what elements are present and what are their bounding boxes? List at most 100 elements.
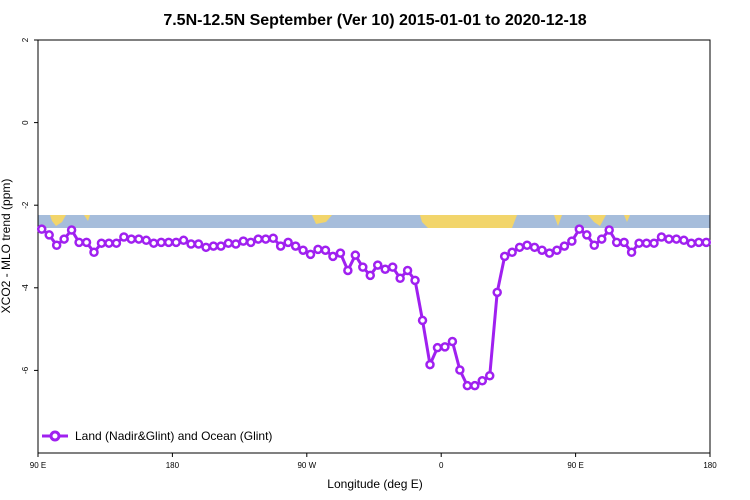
data-point (372, 260, 383, 270)
data-point (335, 248, 346, 258)
data-point (96, 238, 107, 248)
data-point (641, 238, 652, 248)
data-point (507, 247, 517, 258)
data-point (447, 336, 458, 347)
data-point (559, 241, 570, 251)
data-point (186, 239, 196, 249)
data-point (238, 236, 249, 246)
data-point (320, 245, 331, 255)
x-tick-label: 180 (166, 461, 180, 470)
data-point (671, 234, 682, 244)
data-point (216, 241, 226, 251)
x-tick-label: 180 (703, 461, 717, 470)
data-point (171, 237, 181, 248)
data-point (626, 247, 637, 258)
data-point (156, 237, 166, 248)
data-point (148, 238, 159, 248)
data-point (36, 224, 47, 234)
data-point (522, 240, 532, 251)
plot-frame (37, 39, 711, 454)
data-point (455, 365, 465, 375)
y-tick-label: 2 (21, 37, 30, 42)
data-point (253, 234, 264, 244)
legend-marker (49, 430, 61, 442)
data-point (305, 249, 316, 260)
data-point (649, 238, 659, 248)
data-point (358, 262, 368, 272)
data-point (499, 251, 510, 262)
land (312, 215, 332, 224)
land (420, 215, 517, 228)
data-point (178, 235, 189, 246)
data-point (193, 239, 204, 249)
y-tick-label: -6 (21, 366, 30, 374)
data-point (686, 238, 697, 248)
data-point (425, 359, 435, 370)
data-point (208, 241, 219, 251)
data-point (163, 237, 174, 248)
data-point (582, 230, 592, 240)
data-point (574, 224, 585, 234)
data-point (544, 248, 555, 258)
series-line (40, 226, 707, 388)
data-point (268, 233, 278, 243)
data-point (51, 240, 62, 251)
data-point (44, 230, 54, 240)
data-point (283, 237, 293, 248)
data-point (260, 234, 271, 244)
data-point (81, 237, 92, 248)
data-point (410, 275, 420, 286)
data-point (74, 237, 84, 248)
data-point (313, 244, 323, 255)
data-point (126, 234, 137, 244)
land (84, 215, 90, 221)
land (624, 215, 630, 222)
data-point (694, 237, 704, 248)
legend: Land (Nadir&Glint) and Ocean (Glint) (42, 429, 272, 443)
data-point (477, 375, 488, 386)
legend-label: Land (Nadir&Glint) and Ocean (Glint) (75, 429, 272, 443)
data-point (656, 232, 667, 242)
data-point (343, 265, 353, 276)
data-point (387, 262, 398, 272)
x-tick-label: 90 W (297, 461, 316, 470)
data-point (59, 234, 69, 244)
data-point (365, 270, 376, 281)
chart-title: 7.5N-12.5N September (Ver 10) 2015-01-01… (163, 12, 586, 29)
data-point (66, 225, 77, 235)
map-strip (38, 215, 710, 228)
data-point (402, 265, 413, 276)
x-tick-label: 90 E (567, 461, 583, 470)
y-tick-label: -4 (21, 284, 30, 292)
data-point (201, 242, 211, 253)
y-tick-label: 0 (21, 120, 30, 125)
data-point (537, 245, 547, 255)
data-point (298, 245, 308, 255)
data-point (134, 234, 144, 244)
data-point (223, 238, 234, 248)
land (588, 215, 606, 226)
y-tick-label: -2 (21, 201, 30, 209)
data-point (589, 240, 600, 251)
data-point (470, 380, 480, 391)
data-point (275, 241, 286, 251)
data-point (417, 315, 428, 326)
data-point (701, 237, 712, 248)
land (554, 215, 562, 226)
data-point (619, 237, 629, 248)
data-point (604, 225, 614, 235)
data-point (552, 245, 562, 255)
data-point (432, 342, 443, 353)
data-point (350, 250, 361, 260)
data-point (492, 287, 502, 298)
x-tick-label: 90 E (30, 461, 46, 470)
data-point (89, 247, 99, 258)
data-point (634, 238, 644, 248)
data-point (462, 380, 473, 391)
data-point (567, 236, 577, 246)
data-point (246, 237, 256, 248)
data-point (104, 238, 114, 248)
data-point (679, 235, 689, 246)
